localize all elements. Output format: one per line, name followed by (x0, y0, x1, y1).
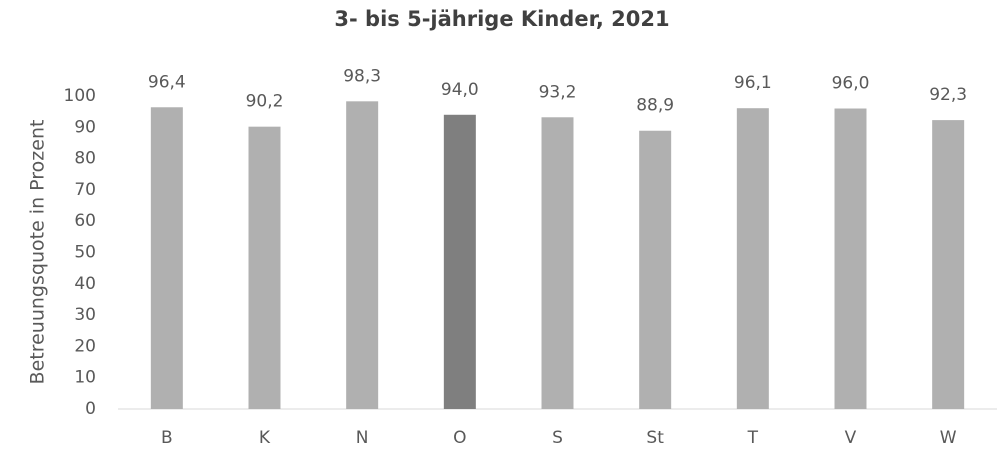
bar (639, 130, 672, 410)
x-tick-label: T (747, 428, 759, 448)
y-tick-label: 10 (74, 368, 96, 388)
data-label: 88,9 (636, 96, 674, 116)
bar (346, 101, 379, 410)
bar (248, 126, 281, 409)
data-label: 96,0 (832, 74, 870, 94)
bar (541, 117, 574, 409)
data-label: 98,3 (343, 66, 381, 86)
data-label: 90,2 (246, 92, 284, 112)
bar (443, 114, 476, 409)
data-label: 93,2 (539, 82, 577, 102)
bar (150, 107, 183, 409)
data-label: 96,4 (148, 72, 186, 92)
data-label: 96,1 (734, 73, 772, 93)
x-tick-label: V (845, 428, 857, 448)
bar (932, 120, 965, 409)
chart-title: 3- bis 5-jährige Kinder, 2021 (334, 7, 669, 31)
y-tick-label: 40 (74, 274, 96, 294)
y-tick-label: 60 (74, 211, 96, 231)
y-tick-label: 100 (64, 86, 96, 106)
y-tick-label: 50 (74, 243, 96, 263)
y-tick-label: 70 (74, 180, 96, 200)
x-tick-label: N (356, 428, 369, 448)
y-tick-label: 80 (74, 149, 96, 169)
data-label: 94,0 (441, 80, 479, 100)
y-tick-label: 20 (74, 336, 96, 356)
data-label: 92,3 (929, 85, 967, 105)
x-tick-label: K (259, 428, 271, 448)
bar (736, 108, 769, 409)
y-tick-label: 90 (74, 117, 96, 137)
x-tick-label: O (453, 428, 466, 448)
x-tick-label: St (646, 428, 664, 448)
bar (834, 108, 867, 410)
y-axis-label: Betreuungsquote in Prozent (27, 120, 49, 385)
x-tick-label: S (552, 428, 563, 448)
x-tick-label: B (161, 428, 173, 448)
y-tick-label: 0 (85, 399, 96, 419)
x-tick-label: W (940, 428, 957, 448)
y-tick-label: 30 (74, 305, 96, 325)
